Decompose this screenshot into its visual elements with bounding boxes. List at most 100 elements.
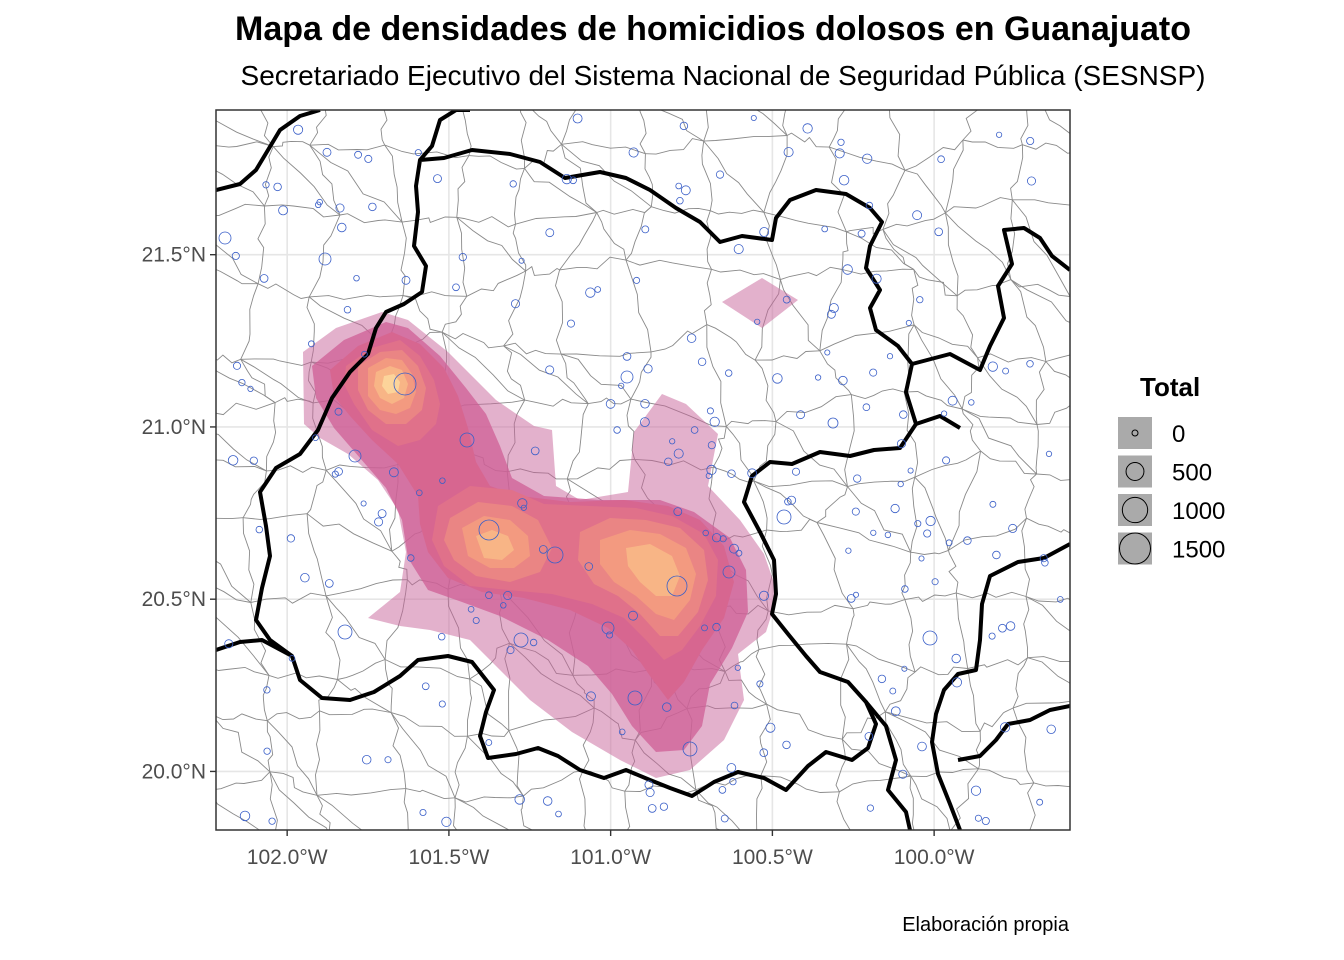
municipal-boundary — [1010, 279, 1070, 297]
municipal-boundary — [962, 139, 1023, 149]
municipal-centroid — [666, 575, 688, 597]
municipal-centroid — [901, 665, 908, 672]
municipal-boundary — [956, 591, 1027, 599]
municipal-centroid — [377, 509, 387, 518]
municipal-centroid — [897, 439, 907, 449]
municipal-centroid — [1057, 596, 1064, 603]
municipal-centroid — [690, 426, 699, 434]
municipal-centroid — [384, 756, 392, 764]
municipal-boundary — [309, 143, 385, 151]
municipal-boundary — [904, 139, 964, 171]
municipal-centroid — [520, 504, 527, 511]
municipal-boundary — [763, 212, 781, 280]
municipal-boundary — [910, 477, 918, 553]
municipal-boundary — [339, 213, 403, 224]
municipal-boundary — [961, 408, 1037, 475]
municipal-boundary — [186, 147, 191, 218]
municipal-boundary — [268, 672, 338, 680]
legend-label: 1000 — [1172, 498, 1225, 525]
municipal-boundary — [695, 789, 721, 830]
municipal-boundary — [567, 458, 635, 480]
municipal-boundary — [1045, 354, 1070, 362]
municipal-boundary — [325, 595, 386, 660]
municipal-boundary — [756, 775, 763, 830]
municipal-centroid — [995, 131, 1003, 138]
municipal-centroid — [899, 410, 908, 419]
slp-queretaro-border — [911, 226, 1070, 372]
municipal-centroid — [586, 691, 596, 702]
municipal-boundary — [242, 470, 267, 518]
municipal-boundary — [309, 294, 404, 300]
municipal-boundary — [561, 353, 632, 400]
municipal-centroid — [360, 500, 367, 507]
municipal-boundary — [763, 135, 788, 213]
municipal-boundary — [816, 522, 911, 553]
municipal-centroid — [620, 370, 634, 384]
municipal-centroid — [729, 778, 737, 786]
municipal-boundary — [816, 486, 848, 523]
municipal-boundary — [273, 140, 310, 148]
municipal-boundary — [520, 795, 534, 830]
municipal-boundary — [263, 146, 274, 207]
municipal-centroid — [709, 416, 720, 427]
municipal-boundary — [216, 666, 270, 676]
municipal-boundary — [956, 295, 978, 359]
legend-title: Total — [1140, 372, 1200, 402]
municipal-centroid — [942, 456, 951, 465]
legend-key — [1118, 532, 1152, 565]
municipal-centroid — [500, 602, 507, 609]
municipal-centroid — [821, 225, 828, 233]
legend-key — [1118, 417, 1152, 449]
municipal-boundary — [240, 358, 314, 404]
municipal-centroid — [613, 426, 621, 434]
municipal-centroid — [300, 573, 310, 583]
municipal-centroid — [987, 361, 998, 372]
municipal-boundary — [1078, 537, 1094, 605]
municipal-boundary — [319, 708, 392, 716]
municipal-boundary — [883, 91, 979, 100]
municipal-centroid — [529, 638, 538, 647]
municipal-centroid — [318, 252, 332, 266]
legend-label: 0 — [1172, 421, 1185, 448]
legend-key — [1118, 494, 1152, 526]
municipal-centroid — [865, 201, 874, 210]
legend-symbol — [1131, 429, 1139, 437]
municipal-boundary — [903, 392, 919, 478]
municipal-boundary — [703, 135, 788, 142]
municipal-boundary — [725, 420, 777, 427]
municipal-boundary — [1012, 707, 1035, 784]
municipal-centroid — [675, 182, 682, 190]
municipal-boundary — [754, 359, 777, 422]
municipal-centroid — [640, 417, 650, 428]
municipal-boundary — [467, 735, 524, 797]
municipal-boundary — [1023, 596, 1030, 658]
municipal-centroid — [368, 202, 377, 212]
municipal-boundary — [316, 795, 331, 830]
municipal-centroid — [734, 664, 741, 671]
municipal-boundary — [1033, 782, 1070, 788]
municipal-boundary — [835, 739, 847, 793]
municipal-boundary — [216, 616, 270, 676]
municipal-boundary — [816, 522, 854, 609]
municipal-boundary — [325, 595, 341, 680]
municipal-centroid — [506, 646, 515, 655]
municipal-centroid — [601, 621, 615, 635]
municipal-centroid — [706, 407, 714, 415]
municipal-centroid — [916, 296, 924, 304]
municipal-centroid — [1045, 450, 1053, 457]
municipal-centroid — [922, 630, 938, 646]
municipal-centroid — [312, 434, 319, 442]
municipal-centroid — [307, 340, 315, 348]
legend-key — [1118, 455, 1152, 488]
municipal-boundary — [384, 144, 403, 223]
municipal-centroid — [782, 295, 791, 304]
municipal-centroid — [1002, 367, 1009, 375]
municipal-centroid — [869, 368, 878, 377]
municipal-centroid — [940, 410, 948, 417]
map-subtitle: Secretariado Ejecutivo del Sistema Nacio… — [240, 60, 1206, 91]
municipal-boundary — [216, 354, 241, 364]
municipal-centroid — [509, 180, 517, 188]
municipal-boundary — [1027, 657, 1070, 685]
municipal-centroid — [545, 365, 555, 375]
municipal-boundary — [904, 599, 916, 673]
